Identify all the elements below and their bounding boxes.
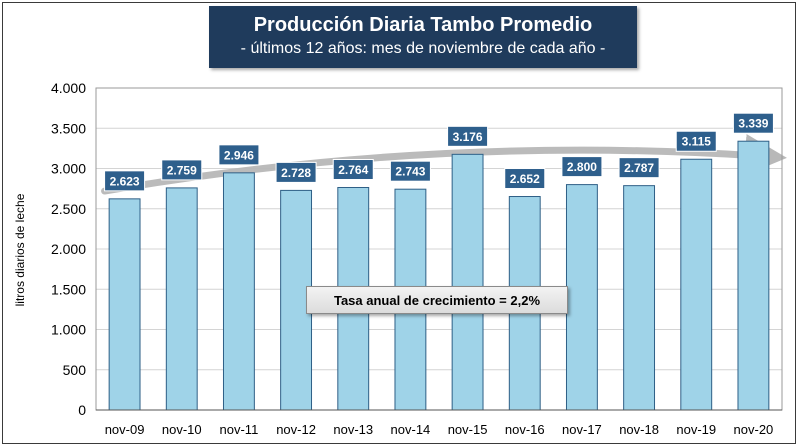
x-tick-label: nov-19 (676, 422, 716, 437)
data-label: 3.115 (682, 135, 712, 149)
data-label: 2.728 (281, 166, 311, 180)
y-tick-label: 2.500 (51, 201, 86, 217)
y-tick-label: 0 (78, 402, 86, 418)
trend-arrow (101, 134, 787, 195)
data-label-box (504, 168, 546, 190)
x-tick-label: nov-14 (391, 422, 431, 437)
x-tick-label: nov-13 (333, 422, 373, 437)
x-tick-label: nov-16 (505, 422, 545, 437)
growth-rate-annotation: Tasa anual de crecimiento = 2,2% (306, 286, 568, 314)
trend-arrow-layer (101, 134, 787, 195)
x-tick-label: nov-17 (562, 422, 602, 437)
data-label-box (389, 160, 431, 182)
data-label-box (332, 158, 374, 180)
chart-title-box: Producción Diaria Tambo Promedio - últim… (209, 6, 637, 68)
data-label: 2.787 (624, 161, 654, 175)
data-label: 2.623 (110, 174, 140, 188)
y-tick-label: 1.500 (51, 281, 86, 297)
data-label: 3.176 (453, 130, 483, 144)
x-tick-label: nov-12 (276, 422, 316, 437)
y-tick-label: 3.500 (51, 120, 86, 136)
y-tick-label: 500 (63, 362, 87, 378)
bar (222, 172, 255, 411)
bar (108, 198, 141, 411)
data-label: 2.800 (567, 160, 597, 174)
data-label-box (732, 112, 774, 134)
data-label-box (675, 130, 717, 152)
x-tick-label: nov-10 (162, 422, 202, 437)
data-label-box (618, 157, 660, 179)
y-tick-label: 3.000 (51, 161, 86, 177)
data-label: 3.339 (738, 117, 768, 131)
data-label-box (104, 170, 146, 192)
bar (680, 158, 713, 411)
data-label: 2.759 (167, 163, 197, 177)
gridlines (96, 87, 782, 371)
x-tick-label: nov-20 (734, 422, 774, 437)
data-label: 2.946 (224, 148, 254, 162)
y-axis-label: litros diarios de leche (13, 193, 27, 306)
data-label: 2.743 (395, 165, 425, 179)
x-tick-label: nov-15 (448, 422, 488, 437)
chart-title: Producción Diaria Tambo Promedio (253, 14, 593, 36)
data-labels: 2.623 2.759 2.946 2.728 2.764 2.743 3.176 2.652… (104, 112, 774, 192)
data-label-box (275, 161, 317, 183)
y-tick-label: 4.000 (51, 80, 86, 96)
bar (165, 187, 198, 411)
axes: 0 500 1.000 1.500 2.000 2.500 3.000 3.500 4.000 n… (51, 80, 783, 437)
data-label-box (218, 144, 260, 166)
y-tick-label: 1.000 (51, 322, 86, 338)
bar (737, 140, 770, 411)
x-tick-label: nov-11 (220, 422, 259, 437)
bar (565, 184, 598, 411)
data-label: 2.652 (510, 172, 540, 186)
data-label-box (561, 156, 603, 178)
data-label-box (447, 125, 489, 147)
data-label: 2.764 (338, 163, 368, 177)
x-tick-label: nov-09 (105, 422, 145, 437)
x-tick-label: nov-18 (619, 422, 659, 437)
bar (623, 185, 656, 411)
chart-subtitle: - últimos 12 años: mes de noviembre de c… (240, 40, 606, 57)
data-label-box (161, 159, 203, 181)
y-tick-label: 2.000 (51, 241, 86, 257)
bar (451, 153, 484, 411)
